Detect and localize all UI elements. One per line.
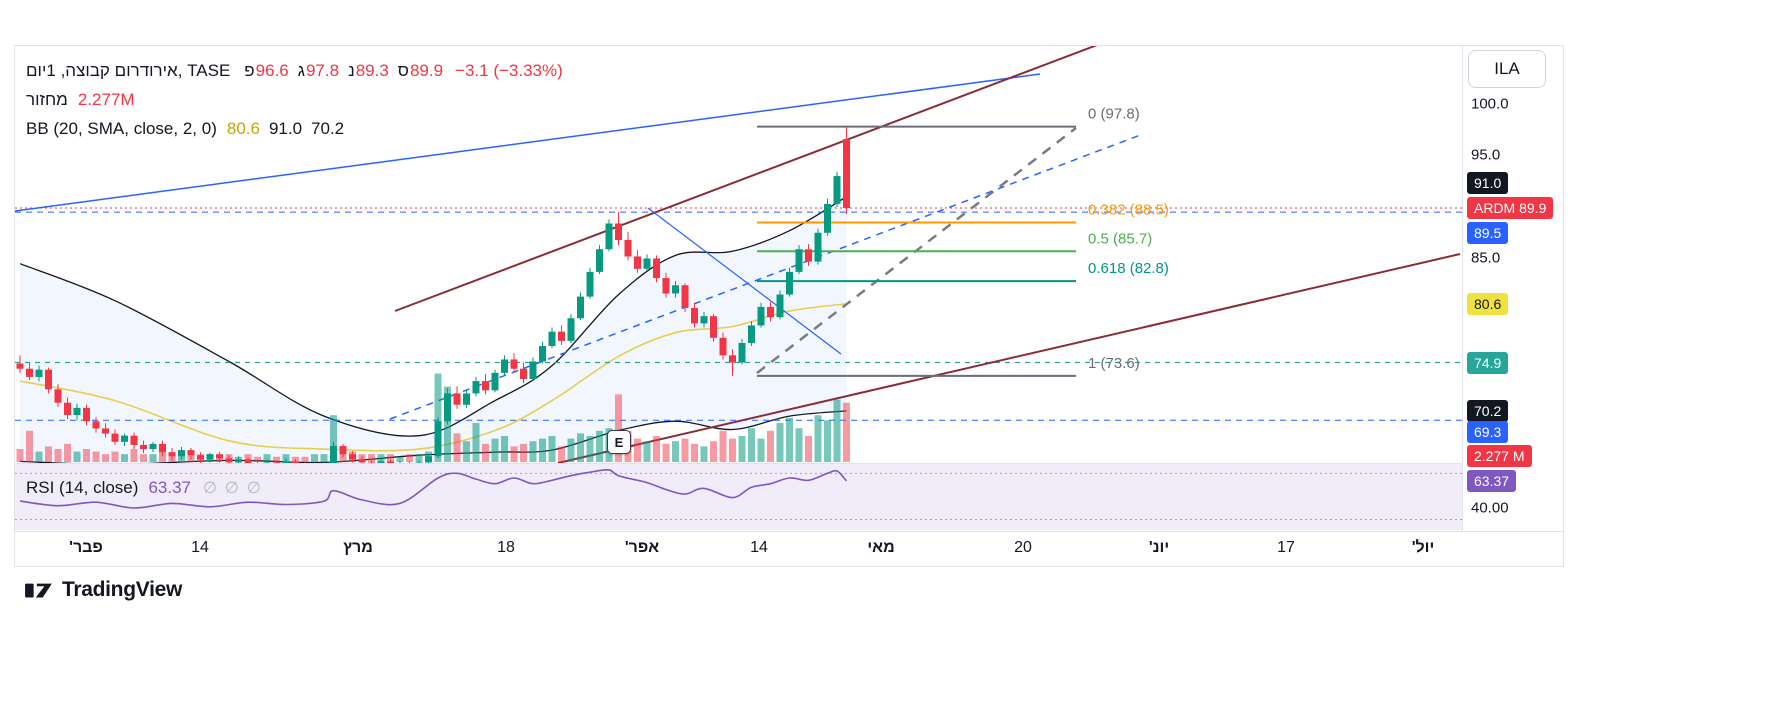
time-axis-label: 14 <box>750 539 768 556</box>
time-axis-label: 20 <box>1014 539 1032 556</box>
fib-label-73.6: 1 (73.6) <box>1088 355 1140 372</box>
rsi-value: 63.37 <box>148 478 191 497</box>
bb-basis-label: 80.6 <box>1467 293 1509 315</box>
rsi-label: RSI (14, close) <box>26 478 139 497</box>
rsi-pane-background <box>15 464 1462 530</box>
fib-label-85.7: 0.5 (85.7) <box>1088 230 1152 247</box>
close-value: ס 89.9 <box>398 61 443 81</box>
close-label: ס <box>397 60 409 80</box>
empty-set-icon: ∅ <box>224 480 239 497</box>
volume-value: 2.277M <box>77 89 135 109</box>
price-label-100: 100.0 <box>1471 95 1509 113</box>
low-number: 89.3 <box>355 60 389 80</box>
low-label: נ <box>348 60 355 80</box>
tradingview-logo[interactable]: TradingView <box>24 576 182 604</box>
price-label-95: 95.0 <box>1471 146 1501 164</box>
bb-label: BB (20, SMA, close, 2, 0) <box>26 118 217 138</box>
volume-value-label: 2.277 M <box>1467 445 1532 467</box>
earnings-marker[interactable]: E <box>607 430 631 454</box>
low-value: נ 89.3 <box>348 61 389 81</box>
fib-label-82.8: 0.618 (82.8) <box>1088 260 1169 277</box>
tradingview-logo-icon <box>25 583 52 598</box>
hline-label-69.3: 69.3 <box>1467 421 1509 443</box>
candlestick-series <box>16 126 850 463</box>
channel-upper-line[interactable] <box>394 46 1105 312</box>
volume-label: מחזור <box>26 89 68 109</box>
time-axis-label: מאי <box>867 539 895 556</box>
fib-label-88.5: 0.382 (88.5) <box>1088 201 1169 218</box>
time-axis-label: 14 <box>191 539 209 556</box>
time-axis[interactable]: פבר' 14 מרץ 18 אפר' 14 מאי 20 יונ' 17 יול' <box>15 531 1563 566</box>
fib-label-97.8: 0 (97.8) <box>1088 106 1140 123</box>
fib-retracement[interactable]: 0 (97.8) 0.382 (88.5) 0.5 (85.7) 0.618 (82.… <box>757 106 1169 377</box>
chart-widget[interactable]: 0 (97.8) 0.382 (88.5) 0.5 (85.7) 0.618 (82.… <box>14 45 1564 567</box>
empty-set-icon: ∅ <box>246 480 261 497</box>
open-label: פ <box>244 60 255 80</box>
bb-upper-value: 91.0 <box>268 118 303 138</box>
symbol-button[interactable]: ILA <box>1468 50 1546 88</box>
high-label: ג <box>297 60 305 80</box>
hline-label-74.9: 74.9 <box>1467 352 1509 374</box>
legend: אירודרום קבוצה, 1יום, TASE פ 96.6 ג 97.8 נ… <box>26 56 563 143</box>
bb-upper-label: 91.0 <box>1467 172 1509 194</box>
time-axis-label: יונ' <box>1148 539 1170 556</box>
rsi-plot <box>19 468 848 509</box>
tradingview-logo-text: TradingView <box>62 578 183 601</box>
volume-legend-row[interactable]: מחזור 2.277M <box>26 85 563 114</box>
bb-lower-value: 70.2 <box>311 118 345 138</box>
trendline-ascending-dashed[interactable] <box>389 133 1144 420</box>
time-axis-label: אפר' <box>624 539 660 556</box>
rsi-scale-label-40: 40.00 <box>1471 499 1509 517</box>
price-pane-canvas[interactable]: 0 (97.8) 0.382 (88.5) 0.5 (85.7) 0.618 (82.… <box>15 46 1462 530</box>
bb-lower-label: 70.2 <box>1467 400 1509 422</box>
time-axis-label: פבר' <box>69 539 103 556</box>
high-number: 97.8 <box>305 60 340 80</box>
bb-basis-value: 80.6 <box>226 118 260 138</box>
time-axis-label: 17 <box>1277 539 1295 556</box>
channel-lower-line[interactable] <box>557 253 1461 463</box>
hline-label-89.5: 89.5 <box>1467 222 1509 244</box>
symbol-title: אירודרום קבוצה, 1יום, TASE <box>26 60 231 80</box>
rsi-value-label: 63.37 <box>1467 470 1517 492</box>
bb-legend-row[interactable]: BB (20, SMA, close, 2, 0) 80.6 91.0 70.2 <box>26 114 563 143</box>
time-axis-label: 18 <box>497 539 515 556</box>
last-price-label: ARDM 89.9 <box>1467 197 1554 219</box>
price-label-85: 85.0 <box>1471 249 1501 267</box>
time-axis-label: יול' <box>1411 539 1435 556</box>
change-value: −3.1 (−3.33%) <box>455 60 563 80</box>
symbol-legend-row[interactable]: אירודרום קבוצה, 1יום, TASE פ 96.6 ג 97.8 נ… <box>26 56 563 85</box>
empty-set-icon: ∅ <box>202 480 217 497</box>
close-number: 89.9 <box>409 60 444 80</box>
open-value: פ 96.6 <box>244 61 288 81</box>
price-axis[interactable]: 100.0 95.0 91.0 ARDM 89.9 89.5 85.0 80.6 74.9 70… <box>1462 46 1563 531</box>
wedge-upper-line[interactable] <box>647 207 842 355</box>
high-value: ג 97.8 <box>298 61 339 81</box>
rsi-legend-row[interactable]: RSI (14, close) 63.37 ∅ ∅ ∅ <box>26 477 269 499</box>
time-axis-label: מרץ <box>343 539 373 556</box>
open-number: 96.6 <box>255 60 289 80</box>
trendline-long-term[interactable] <box>15 73 1041 212</box>
